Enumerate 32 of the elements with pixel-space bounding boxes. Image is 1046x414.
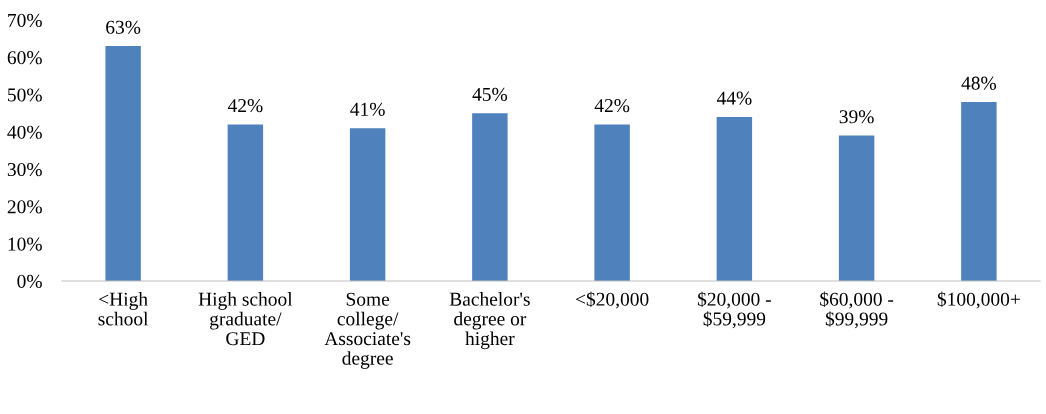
y-tick-label: 30% <box>7 162 42 177</box>
y-tick-label: 70% <box>8 13 42 27</box>
bar <box>349 128 386 281</box>
data-label: 41% <box>350 102 385 116</box>
bar <box>227 124 264 281</box>
x-tick-label: <High school <box>98 292 149 326</box>
data-label: 45% <box>472 87 508 101</box>
bar <box>594 124 630 281</box>
data-label: 39% <box>839 110 874 124</box>
y-tick-label: 50% <box>8 88 42 102</box>
bar <box>716 116 753 281</box>
data-label: 63% <box>106 20 141 34</box>
x-tick-label: $20,000 - $59,999 <box>697 291 771 329</box>
data-label: 42% <box>594 99 630 113</box>
x-tick-label: $100,000+ <box>937 291 1020 309</box>
data-label: 48% <box>961 76 997 90</box>
bar <box>472 113 508 281</box>
y-tick-label: 40% <box>7 125 42 139</box>
x-tick-label: $60,000 - $99,999 <box>820 291 894 329</box>
x-tick-label: High school graduate/ GED <box>198 292 293 346</box>
bar <box>105 46 141 281</box>
data-label: 42% <box>227 99 263 113</box>
y-tick-label: 20% <box>7 200 42 214</box>
x-tick-label: Bachelor's degree or higher <box>449 292 530 350</box>
data-label: 44% <box>716 91 752 105</box>
x-tick-label: Some college/ Associate's degree <box>324 292 411 369</box>
y-tick-label: 0% <box>17 274 42 288</box>
x-tick-label: <$20,000 <box>576 291 649 309</box>
y-tick-label: 60% <box>7 51 42 65</box>
bar <box>838 135 875 281</box>
y-tick-label: 10% <box>8 237 42 251</box>
bar <box>961 102 997 281</box>
